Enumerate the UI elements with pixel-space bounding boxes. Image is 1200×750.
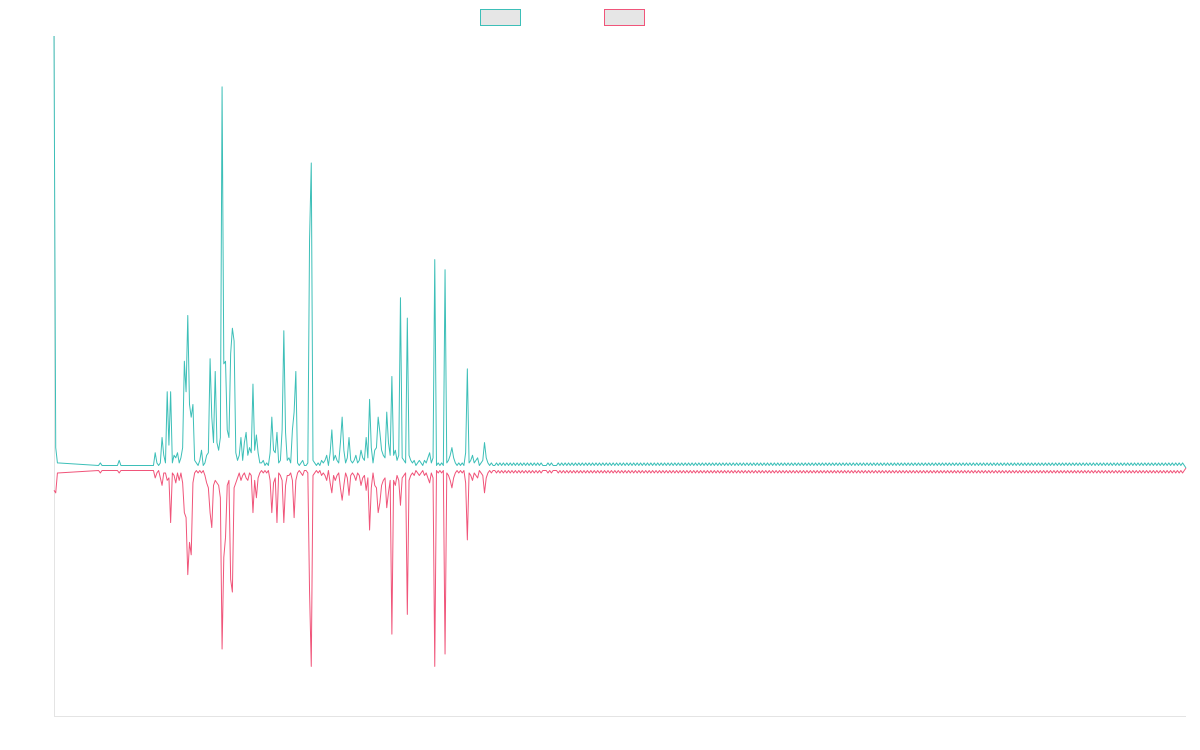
legend-item-series-2[interactable] — [604, 9, 645, 26]
axes — [54, 36, 1186, 717]
series-layer — [53, 35, 1187, 667]
series-line-2[interactable] — [53, 467, 1187, 667]
legend-swatch-series-1 — [480, 9, 521, 26]
series-line-1[interactable] — [53, 35, 1187, 469]
legend-item-series-1[interactable] — [480, 9, 521, 26]
legend-swatch-series-2 — [604, 9, 645, 26]
legend — [480, 9, 645, 26]
